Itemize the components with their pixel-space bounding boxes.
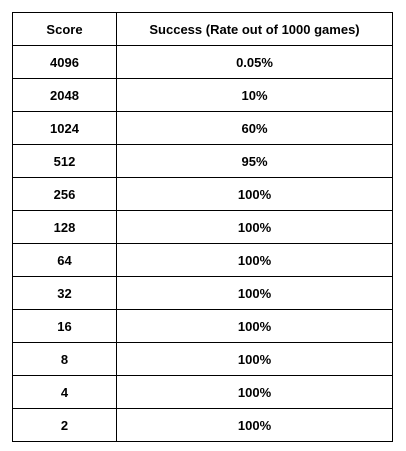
table-row: 1024 60%: [12, 111, 393, 145]
score-cell: 1024: [12, 111, 117, 145]
success-cell: 100%: [116, 375, 393, 409]
score-cell: 512: [12, 144, 117, 178]
success-cell: 100%: [116, 210, 393, 244]
success-cell: 100%: [116, 276, 393, 310]
score-cell: 4: [12, 375, 117, 409]
score-cell: 2048: [12, 78, 117, 112]
success-cell: 100%: [116, 342, 393, 376]
success-cell: 0.05%: [116, 45, 393, 79]
success-cell: 100%: [116, 177, 393, 211]
score-cell: 16: [12, 309, 117, 343]
table-row: 2048 10%: [12, 78, 393, 112]
table-row: 128 100%: [12, 210, 393, 244]
table-row: 64 100%: [12, 243, 393, 277]
table-row: 8 100%: [12, 342, 393, 376]
table-row: 4 100%: [12, 375, 393, 409]
score-cell: 128: [12, 210, 117, 244]
success-cell: 100%: [116, 309, 393, 343]
success-cell: 100%: [116, 243, 393, 277]
table-row: 32 100%: [12, 276, 393, 310]
score-cell: 8: [12, 342, 117, 376]
success-cell: 95%: [116, 144, 393, 178]
table-row: 256 100%: [12, 177, 393, 211]
score-cell: 4096: [12, 45, 117, 79]
success-cell: 100%: [116, 408, 393, 442]
table-row: 2 100%: [12, 408, 393, 442]
results-table: Score Success (Rate out of 1000 games) 4…: [12, 12, 393, 442]
success-cell: 60%: [116, 111, 393, 145]
table-row: 16 100%: [12, 309, 393, 343]
header-row: Score Success (Rate out of 1000 games): [12, 12, 393, 46]
table-row: 512 95%: [12, 144, 393, 178]
score-cell: 256: [12, 177, 117, 211]
score-cell: 2: [12, 408, 117, 442]
score-column-header: Score: [12, 12, 117, 46]
table-body: 4096 0.05% 2048 10% 1024 60% 512 95% 256…: [12, 45, 393, 442]
score-cell: 64: [12, 243, 117, 277]
success-cell: 10%: [116, 78, 393, 112]
table-header: Score Success (Rate out of 1000 games): [12, 12, 393, 46]
success-column-header: Success (Rate out of 1000 games): [116, 12, 393, 46]
score-cell: 32: [12, 276, 117, 310]
table-row: 4096 0.05%: [12, 45, 393, 79]
